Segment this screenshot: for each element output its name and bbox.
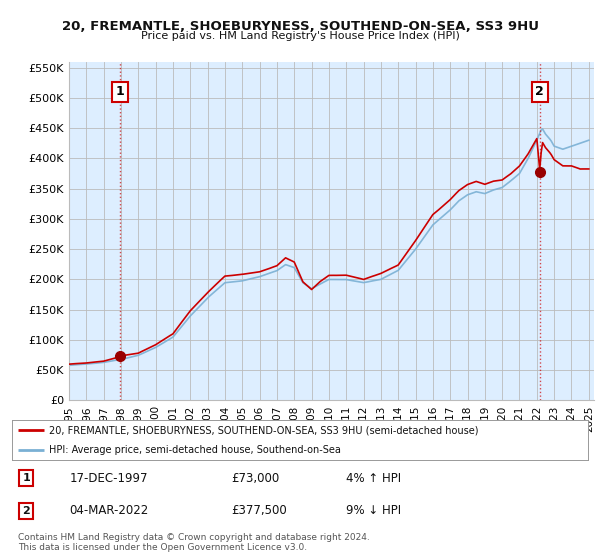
Text: 9% ↓ HPI: 9% ↓ HPI bbox=[346, 504, 401, 517]
Text: 2: 2 bbox=[23, 506, 30, 516]
Text: HPI: Average price, semi-detached house, Southend-on-Sea: HPI: Average price, semi-detached house,… bbox=[49, 445, 341, 455]
Text: 4% ↑ HPI: 4% ↑ HPI bbox=[346, 472, 401, 485]
Text: 17-DEC-1997: 17-DEC-1997 bbox=[70, 472, 148, 485]
Text: Price paid vs. HM Land Registry's House Price Index (HPI): Price paid vs. HM Land Registry's House … bbox=[140, 31, 460, 41]
Text: 1: 1 bbox=[116, 85, 125, 99]
Text: 04-MAR-2022: 04-MAR-2022 bbox=[70, 504, 149, 517]
Text: 20, FREMANTLE, SHOEBURYNESS, SOUTHEND-ON-SEA, SS3 9HU: 20, FREMANTLE, SHOEBURYNESS, SOUTHEND-ON… bbox=[62, 20, 539, 32]
Text: This data is licensed under the Open Government Licence v3.0.: This data is licensed under the Open Gov… bbox=[18, 543, 307, 552]
Text: £377,500: £377,500 bbox=[231, 504, 287, 517]
Text: £73,000: £73,000 bbox=[231, 472, 279, 485]
Text: Contains HM Land Registry data © Crown copyright and database right 2024.: Contains HM Land Registry data © Crown c… bbox=[18, 533, 370, 542]
Text: 1: 1 bbox=[23, 473, 30, 483]
Text: 20, FREMANTLE, SHOEBURYNESS, SOUTHEND-ON-SEA, SS3 9HU (semi-detached house): 20, FREMANTLE, SHOEBURYNESS, SOUTHEND-ON… bbox=[49, 425, 479, 435]
Text: 2: 2 bbox=[535, 85, 544, 99]
